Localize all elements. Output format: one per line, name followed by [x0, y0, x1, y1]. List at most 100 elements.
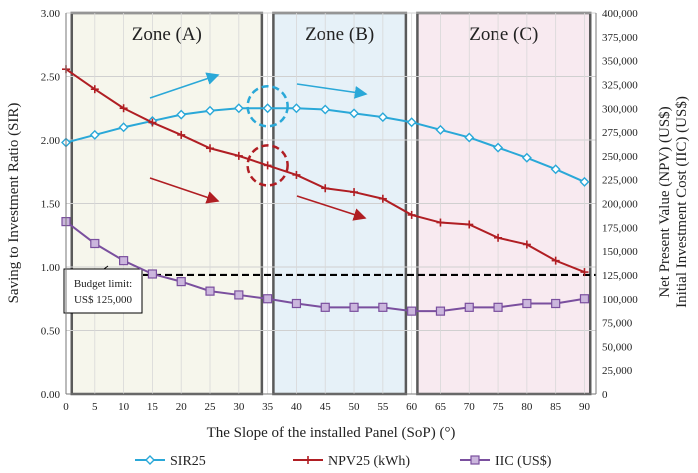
- zone-label-1: Zone (B): [305, 24, 374, 45]
- trend-arrow-3: [296, 195, 367, 221]
- y-right-tick-15: 375,000: [602, 32, 638, 44]
- series-2-point-7: [263, 294, 273, 304]
- series-1-point-9: [321, 184, 330, 193]
- trend-arrow-1: [296, 83, 368, 99]
- series-2-point-12: [407, 306, 417, 316]
- budget-layer: Budget limit: US$ 125,000: [63, 265, 596, 314]
- y-right-tick-16: 400,000: [602, 8, 638, 20]
- series-2-point-4: [176, 277, 186, 287]
- y-right-tick-3: 75,000: [602, 318, 633, 330]
- series-1-point-17: [551, 256, 560, 265]
- x-tick-17: 85: [550, 401, 562, 413]
- legend-label-0: SIR25: [170, 454, 206, 469]
- series-0-point-18: [579, 176, 590, 187]
- series-0-point-13: [435, 124, 446, 135]
- y-left-tick-0: 0.00: [41, 389, 61, 401]
- x-tick-10: 50: [349, 401, 361, 413]
- x-tick-2: 10: [118, 401, 130, 413]
- series-2-point-15: [493, 302, 503, 312]
- y-left-tick-2: 1.00: [41, 262, 61, 274]
- y-right-tick-13: 325,000: [602, 79, 638, 91]
- x-tick-5: 25: [205, 401, 217, 413]
- series-0-point-4: [176, 109, 187, 120]
- x-tick-11: 55: [377, 401, 389, 413]
- legend: SIR25 NPV25 (kWh) IIC (US$): [135, 454, 552, 469]
- legend-marker-0: [145, 455, 155, 465]
- y-right-tick-14: 350,000: [602, 56, 638, 68]
- axes-layer: 0.00 0.50 1.00 1.50 2.00 2.50 3.00 0 25,000 50,00…: [41, 8, 639, 413]
- series-1-point-11: [378, 194, 387, 203]
- legend-label-2: IIC (US$): [495, 454, 552, 469]
- y-left-tick-1: 0.50: [41, 326, 61, 338]
- x-tick-13: 65: [435, 401, 447, 413]
- series-1-point-5: [206, 144, 215, 153]
- y-axis-right-title-1: Net Present Value (NPV) (US$): [657, 106, 673, 297]
- series-2-point-11: [378, 302, 388, 312]
- budget-label-line1: Budget limit:: [74, 278, 132, 290]
- x-tick-16: 80: [521, 401, 533, 413]
- y-right-tick-10: 250,000: [602, 151, 638, 163]
- x-tick-0: 0: [63, 401, 69, 413]
- y-right-tick-2: 50,000: [602, 341, 633, 353]
- series-2-point-6: [234, 290, 244, 300]
- legend-label-1: NPV25 (kWh): [328, 454, 410, 469]
- series-0-point-16: [521, 152, 532, 163]
- x-tick-15: 75: [493, 401, 505, 413]
- series-2-point-10: [349, 302, 359, 312]
- series-0-point-11: [377, 112, 388, 123]
- series-2-point-1: [90, 238, 100, 249]
- y-left-tick-6: 3.00: [41, 8, 61, 20]
- series-0-point-17: [550, 164, 561, 175]
- series-1-point-7: [263, 161, 272, 170]
- series-0-point-15: [493, 142, 504, 153]
- y-right-tick-7: 175,000: [602, 222, 638, 234]
- series-1-point-14: [465, 220, 474, 229]
- x-tick-8: 40: [291, 401, 303, 413]
- series-2-point-5: [205, 286, 215, 296]
- x-tick-12: 60: [406, 401, 418, 413]
- series-2-point-13: [435, 306, 446, 316]
- budget-callout-box: [63, 268, 143, 314]
- y-right-tick-0: 0: [602, 389, 608, 401]
- series-0-point-9: [320, 104, 331, 115]
- y-left-tick-3: 1.50: [41, 199, 61, 211]
- y-left-tick-5: 2.50: [41, 72, 61, 84]
- x-tick-14: 70: [464, 401, 476, 413]
- x-axis-title: The Slope of the installed Panel (SoP) (…: [207, 425, 456, 441]
- y-right-tick-5: 125,000: [602, 270, 638, 282]
- series-2-point-8: [291, 298, 302, 309]
- series-2-point-18: [579, 294, 590, 304]
- budget-label-line2: US$ 125,000: [74, 294, 133, 306]
- trend-arrow-2: [149, 177, 220, 204]
- legend-marker-1: [304, 456, 312, 464]
- series-1-point-3: [148, 118, 157, 127]
- trend-arrow-0: [149, 72, 220, 99]
- annotations-layer: [149, 72, 368, 221]
- x-tick-3: 15: [147, 401, 159, 413]
- series-0-point-7: [262, 103, 273, 114]
- series-1-point-4: [177, 130, 186, 139]
- series-1-point-8: [292, 170, 301, 179]
- y-right-tick-8: 200,000: [602, 199, 638, 211]
- series-2-point-14: [464, 302, 474, 312]
- y-axis-right-title-2: Initial Investment Cost (IIC) (US$): [674, 96, 690, 308]
- series-1-point-2: [119, 104, 128, 113]
- series-0-point-5: [205, 105, 216, 116]
- highlight-circle-sir: [246, 85, 289, 128]
- series-1-point-1: [90, 85, 99, 94]
- y-axis-left-title: Saving to Investment Ratio (SIR): [6, 103, 22, 304]
- zone-label-2: Zone (C): [469, 24, 538, 45]
- y-left-tick-4: 2.00: [41, 135, 61, 147]
- x-tick-4: 20: [176, 401, 188, 413]
- x-tick-7: 35: [262, 401, 274, 413]
- series-0-point-6: [233, 103, 244, 114]
- series-2-point-17: [551, 298, 561, 309]
- x-tick-1: 5: [92, 401, 98, 413]
- series-0-point-14: [464, 132, 475, 143]
- series-0-point-10: [349, 108, 360, 119]
- zone-label-0: Zone (A): [132, 24, 202, 45]
- series-2-point-16: [522, 298, 532, 309]
- series-0-point-1: [89, 129, 100, 140]
- series-0-point-8: [291, 103, 302, 114]
